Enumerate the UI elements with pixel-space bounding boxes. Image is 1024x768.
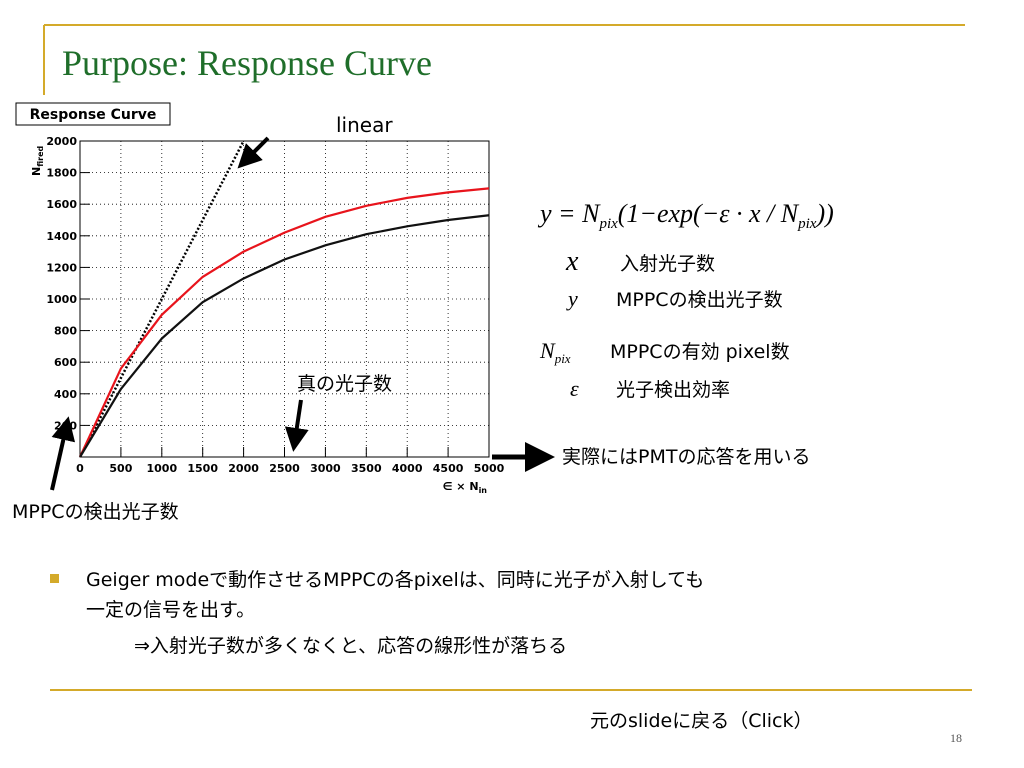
arrow — [50, 416, 76, 491]
x-tick-label: 1500 — [187, 462, 218, 475]
y-tick-label: 1400 — [46, 230, 77, 243]
annotation: MPPCの検出光子数 — [12, 501, 179, 523]
definition-text: 入射光子数 — [620, 253, 715, 275]
x-tick-label: 4500 — [433, 462, 464, 475]
chart: Response Curve 2004006008001000120014001… — [15, 102, 505, 495]
formula: y = Npix(1−exp(−ε · x / Npix)) — [537, 199, 834, 232]
annotation: 真の光子数 — [297, 373, 392, 395]
line — [78, 140, 245, 458]
x-tick-label: 5000 — [474, 462, 505, 475]
x-tick-label: 0 — [76, 462, 84, 475]
symbol: N — [539, 338, 556, 363]
y-tick-label: 400 — [54, 388, 77, 401]
symbol-sub: pix — [554, 351, 571, 366]
formula-part: )) — [814, 199, 833, 228]
y-axis-label: Nfired — [30, 145, 45, 176]
bullet-text: Geiger modeで動作させるMPPCの各pixelは、同時に光子が入射して… — [86, 569, 704, 591]
bullet-text: 一定の信号を出す。 — [86, 599, 255, 621]
x-tick-label: 4000 — [392, 462, 423, 475]
label-sub: in — [479, 486, 488, 495]
formula-part: y = N — [537, 199, 601, 228]
label-main: N — [30, 167, 43, 176]
y-tick-label: 1200 — [46, 261, 77, 274]
y-tick-label: 1800 — [46, 167, 77, 180]
definition-text: MPPCの検出光子数 — [616, 289, 783, 311]
definitions: x 入射光子数 y MPPCの検出光子数 Npix MPPCの有効 pixel数 ε 光子検出… — [539, 246, 790, 401]
chart-title: Response Curve — [30, 107, 157, 123]
bullet-mark — [50, 574, 59, 583]
annotation: 実際にはPMTの応答を用いる — [562, 446, 810, 468]
bullet-text: ⇒入射光子数が多くなくと、応答の線形性が落ちる — [134, 635, 567, 657]
arrow — [284, 399, 309, 452]
chart-title-box — [15, 102, 171, 126]
formula-part: (1−exp(−ε · x / N — [618, 199, 800, 228]
definition-symbol: x — [565, 246, 579, 277]
definition-symbol: ε — [570, 376, 579, 401]
y-tick-label: 600 — [54, 356, 77, 369]
label-main: ∈ × N — [443, 480, 479, 493]
x-tick-label: 500 — [109, 462, 132, 475]
x-tick-label: 2500 — [269, 462, 300, 475]
y-tick-label: 1600 — [46, 198, 77, 211]
y-tick-label: 1000 — [46, 293, 77, 306]
symbol: ε — [570, 376, 579, 401]
y-tick-label: 2000 — [46, 135, 77, 148]
formula-sub: pix — [797, 216, 817, 232]
page-number: 18 — [950, 731, 962, 745]
symbol: y — [566, 286, 578, 311]
annotation: linear — [336, 113, 393, 137]
definition-symbol: Npix — [539, 338, 571, 366]
back-link[interactable]: 元のslideに戻る（Click） — [590, 710, 812, 732]
label-sub: fired — [36, 145, 45, 166]
definition-text: MPPCの有効 pixel数 — [610, 341, 790, 363]
x-tick-label: 1000 — [146, 462, 177, 475]
x-tick-label: 3500 — [351, 462, 382, 475]
symbol: x — [565, 246, 579, 277]
x-tick-label: 2000 — [228, 462, 259, 475]
x-tick-label: 3000 — [310, 462, 341, 475]
line — [79, 214, 490, 458]
formula-sub: pix — [598, 216, 618, 232]
definition-symbol: y — [566, 286, 578, 311]
arrow — [237, 136, 270, 169]
definition-text: 光子検出効率 — [616, 379, 730, 401]
line — [79, 187, 490, 458]
y-tick-label: 800 — [54, 325, 77, 338]
slide-title: Purpose: Response Curve — [62, 43, 432, 83]
x-axis-label: ∈ × Nin — [443, 480, 488, 495]
